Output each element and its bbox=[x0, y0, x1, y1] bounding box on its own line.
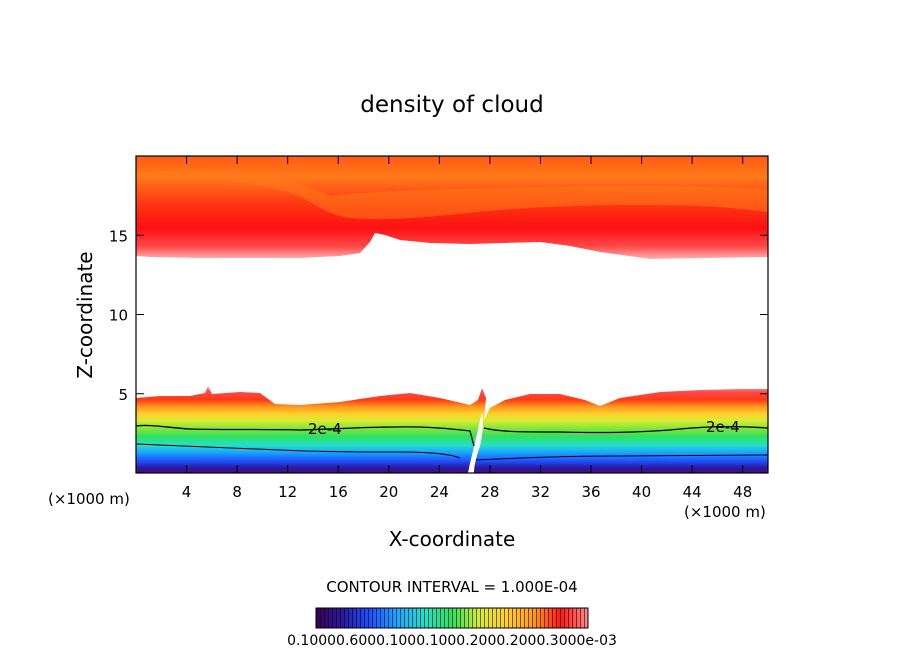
x-tick-label: 40 bbox=[632, 483, 651, 501]
x-tick-label: 32 bbox=[531, 483, 550, 501]
contour-label-right: 2e-4 bbox=[706, 418, 740, 436]
x-tick-label: 8 bbox=[232, 483, 242, 501]
contour-line-2e-4 bbox=[136, 424, 768, 447]
upper-cloud-warm-band bbox=[136, 169, 768, 220]
y-axis: 5 10 15 bbox=[109, 227, 768, 404]
x-axis: 4 8 12 16 20 24 28 32 36 40 44 48 bbox=[182, 156, 752, 501]
x-tick-label: 16 bbox=[329, 483, 348, 501]
contour-interval-text: CONTOUR INTERVAL = 1.000E-04 bbox=[326, 578, 577, 596]
x-tick-label: 44 bbox=[683, 483, 702, 501]
y-tick-label: 10 bbox=[109, 307, 128, 325]
y-tick-label: 5 bbox=[118, 386, 128, 404]
x-axis-label: X-coordinate bbox=[389, 527, 516, 551]
x-unit-label-right: (×1000 m) bbox=[684, 503, 766, 521]
colorbar bbox=[315, 607, 589, 629]
y-axis-label: Z-coordinate bbox=[73, 251, 97, 378]
contour-labels: 2e-4 2e-4 bbox=[308, 418, 740, 438]
lower-cloud-gap bbox=[468, 412, 483, 473]
plot-area bbox=[136, 156, 768, 473]
y-tick-label: 15 bbox=[109, 227, 128, 245]
x-unit-label-left: (×1000 m) bbox=[48, 490, 130, 508]
colorbar-labels: 0.10000.6000.1000.1000.2000.2000.3000e-0… bbox=[287, 633, 617, 649]
contour-label-left: 2e-4 bbox=[308, 420, 342, 438]
x-tick-label: 24 bbox=[430, 483, 449, 501]
x-tick-label: 48 bbox=[733, 483, 752, 501]
x-tick-label: 36 bbox=[581, 483, 600, 501]
chart-title: density of cloud bbox=[360, 92, 543, 118]
contour-line-lower bbox=[136, 443, 768, 461]
x-tick-label: 4 bbox=[182, 483, 192, 501]
x-tick-label: 12 bbox=[278, 483, 297, 501]
x-tick-label: 20 bbox=[379, 483, 398, 501]
x-tick-label: 28 bbox=[480, 483, 499, 501]
